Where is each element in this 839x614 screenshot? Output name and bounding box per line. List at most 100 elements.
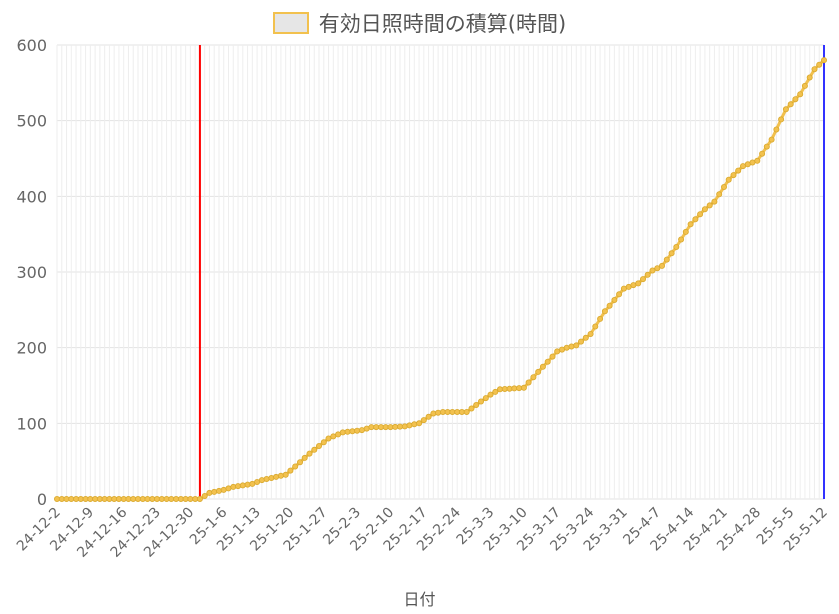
data-point bbox=[563, 344, 570, 351]
chart-legend[interactable]: 有効日照時間の積算(時間) bbox=[0, 8, 839, 38]
data-point bbox=[411, 421, 418, 428]
data-point bbox=[339, 429, 346, 436]
data-point bbox=[797, 91, 804, 98]
data-point bbox=[592, 323, 599, 330]
data-point bbox=[492, 388, 499, 395]
data-point bbox=[673, 243, 680, 250]
data-point bbox=[573, 342, 580, 349]
data-point bbox=[425, 413, 432, 420]
data-point bbox=[701, 206, 708, 213]
data-point bbox=[663, 256, 670, 263]
data-point bbox=[287, 467, 294, 474]
data-point bbox=[277, 472, 284, 479]
y-tick-label: 400 bbox=[16, 187, 47, 206]
data-point bbox=[525, 379, 532, 386]
data-point bbox=[325, 435, 332, 442]
data-point bbox=[530, 374, 537, 381]
data-point bbox=[482, 395, 489, 402]
data-point bbox=[635, 280, 642, 287]
y-tick-label: 0 bbox=[37, 490, 47, 509]
x-tick-labels: 24-12-224-12-924-12-1624-12-2324-12-3025… bbox=[14, 504, 831, 560]
data-point bbox=[725, 176, 732, 183]
data-point bbox=[649, 267, 656, 274]
data-point bbox=[468, 405, 475, 412]
data-point bbox=[801, 82, 808, 89]
marker-lines bbox=[198, 45, 825, 499]
y-tick-label: 600 bbox=[16, 36, 47, 55]
y-tick-label: 500 bbox=[16, 112, 47, 131]
data-point bbox=[296, 459, 303, 466]
data-point bbox=[816, 61, 823, 68]
data-point bbox=[196, 495, 203, 502]
data-point bbox=[539, 363, 546, 370]
series-line bbox=[57, 59, 826, 501]
data-point bbox=[578, 338, 585, 345]
data-point bbox=[778, 116, 785, 123]
data-point bbox=[435, 409, 442, 416]
data-point bbox=[792, 96, 799, 103]
data-point bbox=[616, 291, 623, 298]
x-axis-label: 日付 bbox=[403, 590, 436, 609]
data-point bbox=[416, 420, 423, 427]
data-point bbox=[668, 250, 675, 257]
data-point bbox=[659, 262, 666, 269]
y-tick-label: 100 bbox=[16, 414, 47, 433]
data-point bbox=[678, 236, 685, 243]
data-point bbox=[730, 172, 737, 179]
data-point bbox=[473, 401, 480, 408]
data-point bbox=[420, 417, 427, 424]
y-tick-labels: 0 100 200 300 400 500 600 bbox=[16, 36, 47, 509]
data-point bbox=[644, 271, 651, 278]
data-point bbox=[311, 446, 318, 453]
data-point bbox=[773, 126, 780, 133]
legend-swatch bbox=[272, 12, 309, 34]
data-point bbox=[344, 428, 351, 435]
data-point bbox=[601, 308, 608, 315]
data-point bbox=[211, 488, 218, 495]
legend-label: 有効日照時間の積算(時間) bbox=[318, 12, 567, 36]
data-point bbox=[787, 101, 794, 108]
data-point bbox=[687, 221, 694, 228]
data-point bbox=[640, 276, 647, 283]
data-point bbox=[282, 471, 289, 478]
y-tick-label: 200 bbox=[16, 339, 47, 358]
data-point bbox=[811, 66, 818, 73]
data-point bbox=[611, 296, 618, 303]
data-point bbox=[234, 483, 241, 490]
data-point bbox=[582, 334, 589, 341]
series-points bbox=[54, 57, 828, 502]
data-point bbox=[606, 302, 613, 309]
data-point bbox=[239, 482, 246, 489]
data-point bbox=[320, 439, 327, 446]
data-point bbox=[263, 475, 270, 482]
gridlines bbox=[56, 44, 825, 500]
data-point bbox=[535, 368, 542, 375]
series-line-layer bbox=[57, 59, 826, 501]
data-point bbox=[697, 211, 704, 218]
data-point bbox=[735, 167, 742, 174]
data-point bbox=[682, 228, 689, 235]
data-point bbox=[716, 191, 723, 198]
data-point bbox=[806, 74, 813, 81]
data-point bbox=[568, 343, 575, 350]
data-point bbox=[706, 202, 713, 209]
data-point bbox=[201, 492, 208, 499]
data-point bbox=[273, 473, 280, 480]
data-point bbox=[754, 157, 761, 164]
data-point bbox=[597, 315, 604, 322]
data-point bbox=[768, 136, 775, 143]
data-point bbox=[477, 398, 484, 405]
data-point bbox=[292, 463, 299, 470]
data-point bbox=[520, 384, 527, 391]
data-point bbox=[692, 216, 699, 223]
data-point bbox=[549, 353, 556, 360]
data-point bbox=[544, 358, 551, 365]
data-point bbox=[721, 183, 728, 190]
data-point bbox=[587, 330, 594, 337]
data-point bbox=[654, 265, 661, 272]
data-point bbox=[406, 422, 413, 429]
y-tick-label: 300 bbox=[16, 263, 47, 282]
data-point bbox=[463, 408, 470, 415]
data-point bbox=[315, 442, 322, 449]
